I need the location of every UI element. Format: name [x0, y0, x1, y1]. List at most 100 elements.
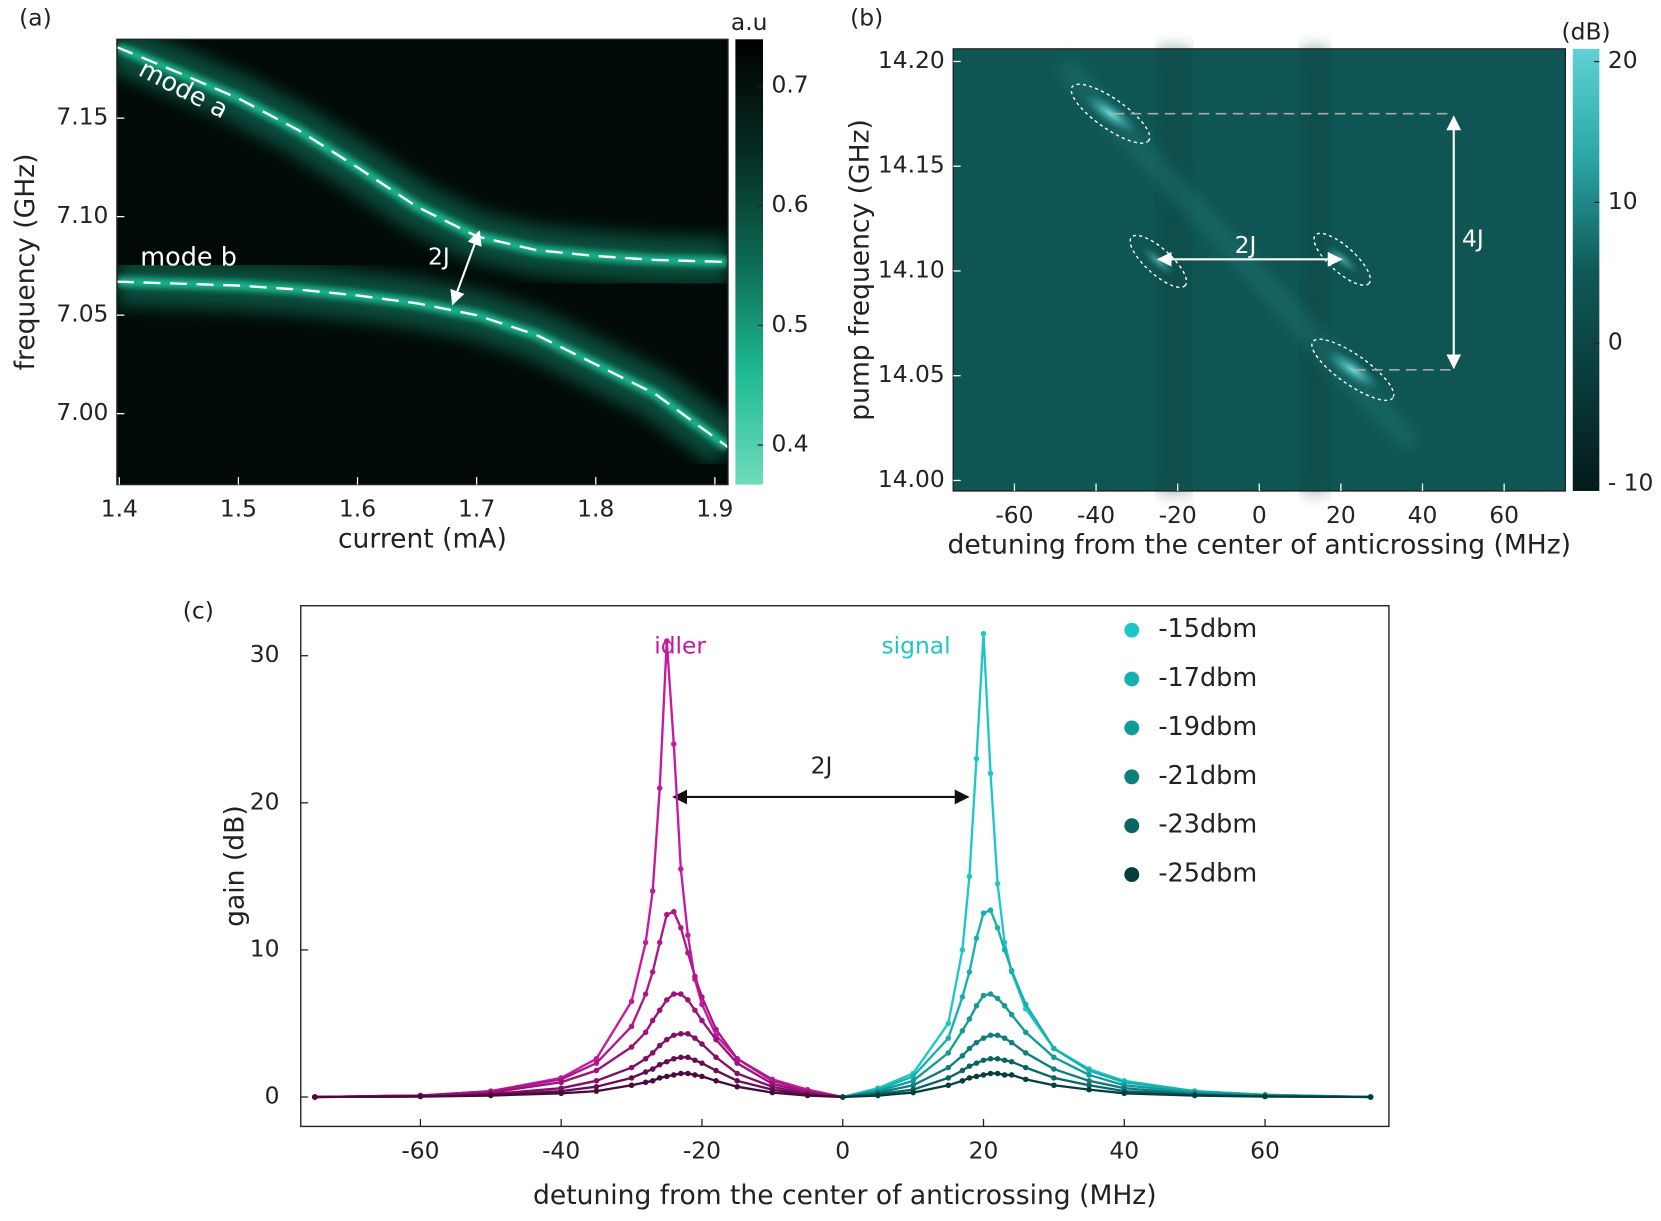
gain-point — [671, 1032, 677, 1038]
gain-point — [692, 1072, 698, 1078]
panel-b-decoration — [1055, 48, 1462, 491]
gain-point — [678, 1030, 684, 1037]
colorbar-tick-label: 20 — [1608, 46, 1638, 74]
gain-point — [656, 785, 663, 791]
gain-point — [945, 1035, 952, 1041]
x-axis-label: detuning from the center of anticrossing… — [948, 530, 1572, 561]
gain-point — [713, 1026, 719, 1033]
gain-point — [959, 1028, 966, 1034]
gain-point — [1008, 1072, 1015, 1078]
colorbar-tick-label: 0.6 — [772, 190, 809, 218]
gain-point — [1001, 947, 1008, 953]
x-tick-label: -60 — [995, 501, 1033, 529]
arrow — [450, 230, 482, 306]
legend-marker — [1124, 671, 1140, 687]
gain-point — [973, 1073, 980, 1080]
gain-point — [685, 997, 691, 1003]
gain-point — [994, 995, 1001, 1002]
gain-point — [973, 1039, 980, 1046]
gain-point — [593, 1060, 600, 1066]
gain-point — [987, 1055, 994, 1062]
gain-point — [734, 1078, 740, 1084]
gain-point — [1051, 1082, 1057, 1089]
gain-point — [671, 991, 677, 997]
gain-point — [417, 1093, 424, 1100]
gain-point — [980, 1057, 987, 1063]
gain-point — [980, 630, 987, 637]
gain-point — [671, 741, 677, 747]
annotation: 2J — [811, 752, 833, 780]
gain-point — [664, 1073, 670, 1080]
gain-point — [1262, 1093, 1268, 1100]
gain-point — [664, 1058, 670, 1065]
gain-point — [642, 1079, 649, 1086]
gain-point — [945, 1050, 952, 1056]
gain-point — [593, 1067, 600, 1074]
colorbar-tick-label: 0 — [1608, 328, 1623, 356]
gain-point — [945, 1064, 952, 1071]
legend-label: -15dbm — [1158, 614, 1257, 644]
gain-point — [1086, 1072, 1092, 1078]
gain-point — [685, 1030, 691, 1037]
gain-point — [980, 1072, 987, 1078]
streak — [1301, 48, 1329, 491]
gain-line — [314, 908, 1371, 1099]
gain-point — [980, 992, 987, 999]
gain-point — [692, 1057, 698, 1063]
gain-point — [1051, 1054, 1057, 1061]
gain-point — [1367, 1094, 1374, 1100]
gain-point — [966, 873, 973, 880]
legend-marker — [1124, 818, 1140, 834]
outline — [1313, 232, 1372, 286]
x-tick-label: 0 — [835, 1136, 850, 1164]
y-tick-label: 20 — [250, 787, 280, 815]
x-tick-label: -40 — [542, 1136, 580, 1164]
y-tick-label: 14.20 — [878, 46, 945, 74]
x-axis-label: detuning from the center of anticrossing… — [533, 1180, 1157, 1211]
gain-point — [1086, 1078, 1092, 1084]
gain-line — [314, 992, 1371, 1099]
mode-curve — [116, 46, 728, 264]
x-tick-label: 60 — [1250, 1136, 1280, 1164]
gain-point — [839, 1094, 846, 1100]
gain-point — [1001, 1003, 1008, 1009]
gain-point — [910, 1078, 916, 1084]
outline — [1070, 83, 1151, 144]
legend-label: -25dbm — [1158, 859, 1257, 889]
gain-point — [713, 1078, 719, 1084]
colorbar — [735, 39, 764, 485]
gain-point — [987, 991, 994, 997]
gain-point — [628, 1075, 635, 1081]
x-tick-label: 1.4 — [101, 495, 138, 523]
gain-point — [628, 1064, 635, 1071]
gain-point — [1051, 1066, 1057, 1072]
colorbar-tick-label: 0.4 — [772, 430, 809, 458]
gain-point — [656, 1042, 663, 1049]
gain-point — [593, 1078, 600, 1084]
gain-point — [994, 880, 1001, 887]
gain-point — [945, 1082, 952, 1089]
colorbar-tick-label: - 10 — [1608, 468, 1654, 496]
gain-point — [685, 932, 691, 938]
x-axis-label: current (mA) — [338, 523, 507, 554]
colorbar-tick-label: 0.7 — [772, 70, 809, 98]
gain-point — [1086, 1082, 1092, 1089]
gain-point — [910, 1073, 916, 1080]
gain-point — [678, 1070, 684, 1077]
gain-point — [664, 638, 670, 644]
annotations — [1055, 48, 1462, 491]
panel-label: (a) — [19, 4, 52, 32]
y-axis-label: gain (dB) — [219, 805, 250, 927]
gain-point — [1051, 1045, 1057, 1052]
y-axis-label: frequency (GHz) — [10, 154, 41, 371]
gain-point — [987, 907, 994, 913]
gain-point — [642, 939, 649, 946]
gain-point — [966, 1063, 973, 1069]
gain-point — [678, 925, 684, 931]
gain-spot — [1083, 93, 1138, 134]
gain-point — [649, 888, 656, 894]
legend-label: -23dbm — [1158, 810, 1257, 840]
x-tick-label: 0 — [1252, 501, 1267, 529]
gain-point — [980, 1035, 987, 1041]
gain-point — [713, 1067, 719, 1074]
